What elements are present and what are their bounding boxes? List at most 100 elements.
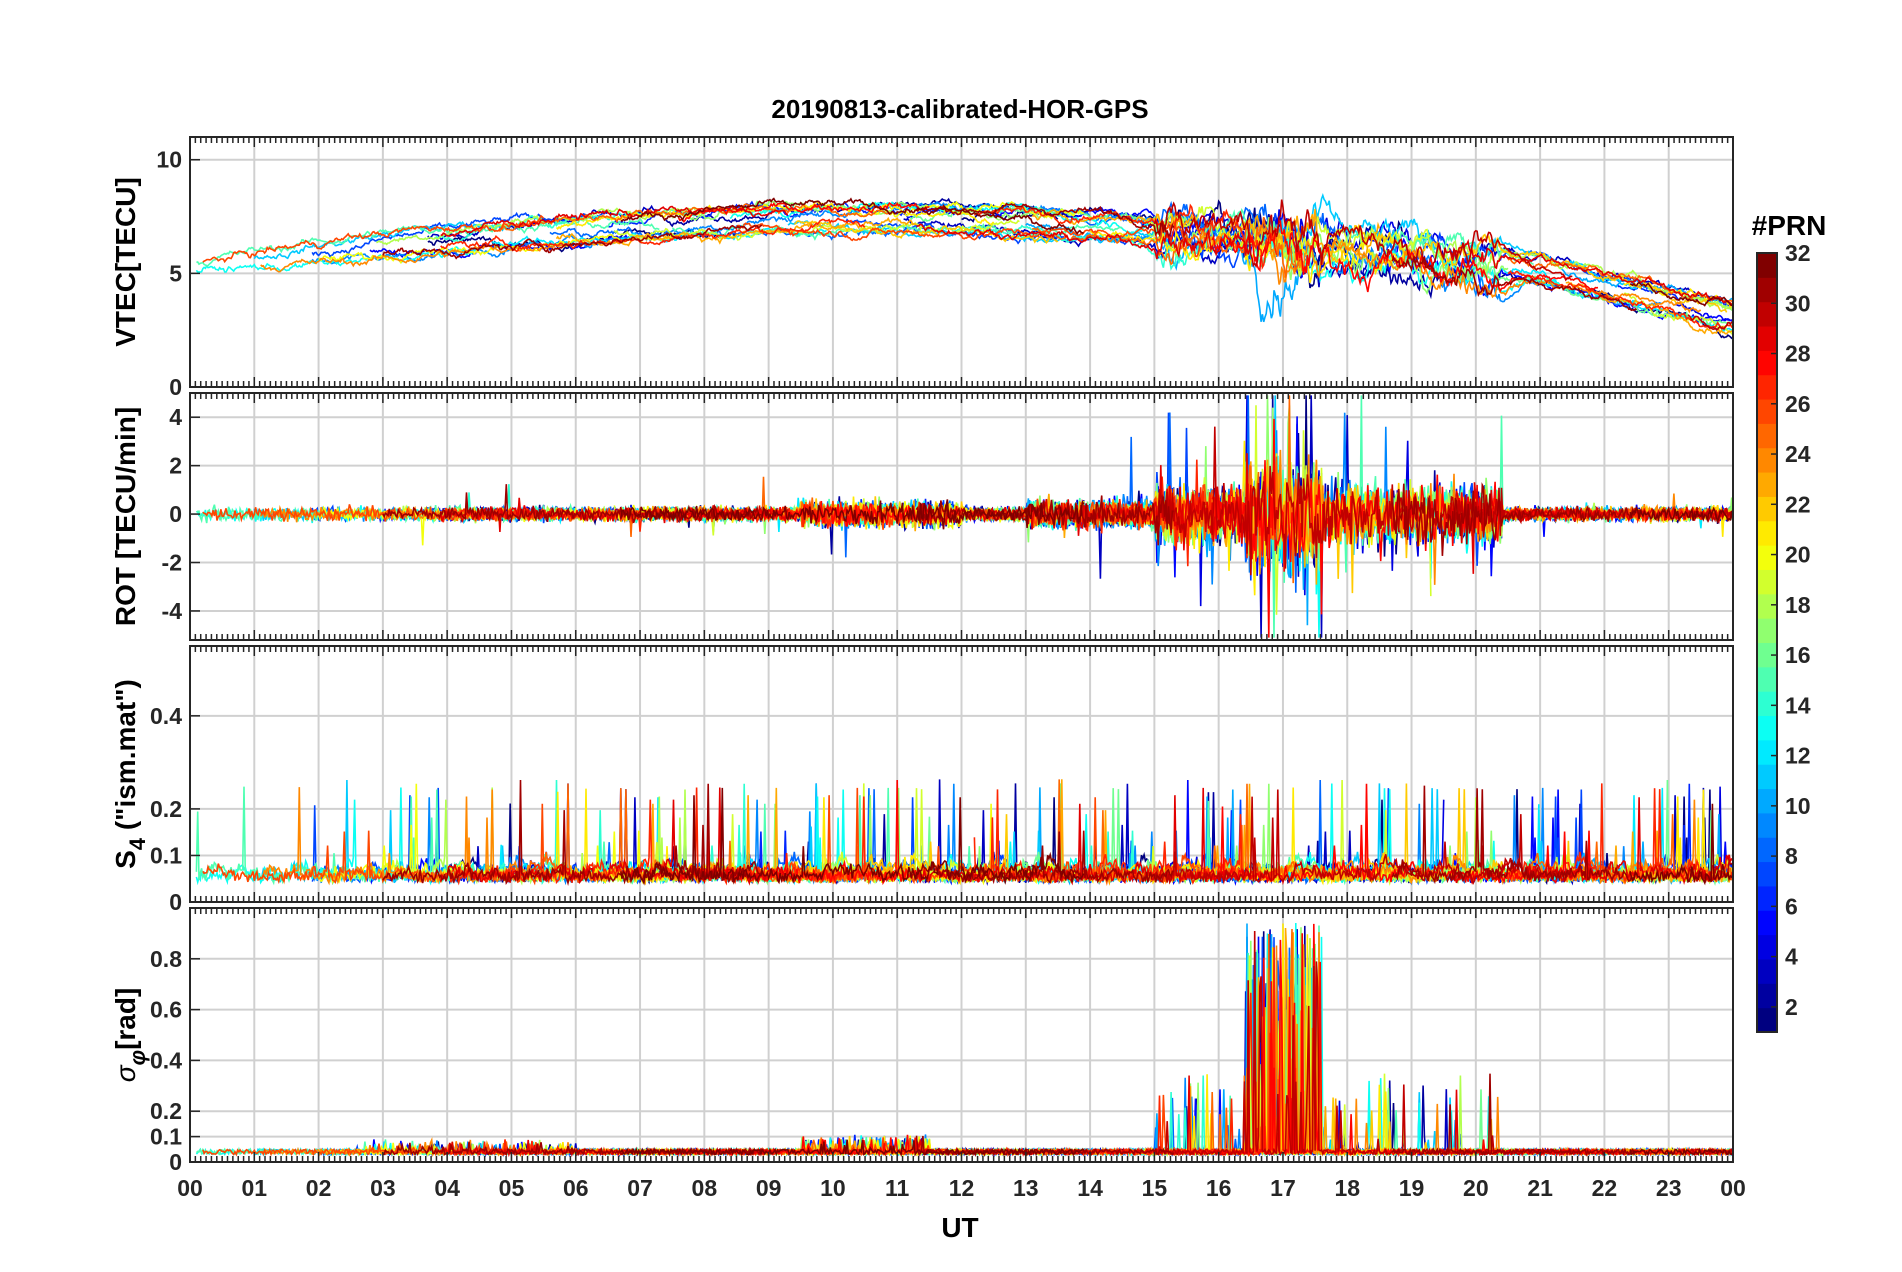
y-tick-label: 0 — [169, 501, 182, 527]
colorbar-swatch — [1757, 861, 1777, 887]
panel-rot: -4 -2 0 2 4 ROT [TECU/min] — [110, 392, 1734, 641]
series-line-prn-32 — [620, 197, 1084, 235]
y-tick-label: 0 — [169, 374, 182, 400]
colorbar-swatch — [1757, 1007, 1777, 1033]
colorbar-swatch — [1757, 691, 1777, 717]
y-tick-label: 0.1 — [150, 1124, 182, 1150]
y-tick-label: 0.8 — [150, 946, 182, 972]
series-line-prn-32 — [620, 499, 1085, 530]
y-tick-label: 0 — [169, 889, 182, 915]
y-tick-label: 10 — [156, 147, 182, 173]
series-line-prn-30 — [1153, 789, 1573, 885]
colorbar-swatch — [1757, 374, 1777, 400]
series-line-prn-28 — [677, 201, 930, 223]
x-tick-label: 18 — [1334, 1175, 1360, 1201]
x-tick-label: 19 — [1399, 1175, 1425, 1201]
series-line-prn-30 — [1153, 426, 1573, 576]
series-line-prn-32 — [1629, 803, 1733, 886]
y-tick-label: 0.4 — [150, 703, 182, 729]
x-tick-label: 00 — [177, 1175, 203, 1201]
colorbar-swatch — [1757, 764, 1777, 790]
series-line-prn-11 — [253, 220, 506, 260]
colorbar-swatch — [1757, 983, 1777, 1009]
panel-rot-ylabel: ROT [TECU/min] — [110, 407, 141, 626]
colorbar-swatch — [1757, 301, 1777, 327]
y-tick-label: 5 — [169, 260, 182, 286]
series-line-prn-5 — [902, 936, 1303, 1157]
colorbar-swatch — [1757, 910, 1777, 936]
series-line-prn-32 — [1629, 1147, 1733, 1157]
colorbar-frame — [1756, 252, 1778, 1033]
panel-rot-series — [196, 395, 1733, 638]
colorbar-swatch — [1757, 520, 1777, 546]
x-tick-label: 16 — [1206, 1175, 1232, 1201]
colorbar-tick-label: 30 — [1785, 290, 1811, 316]
x-tick-label: 04 — [434, 1175, 460, 1201]
colorbar-swatch — [1757, 472, 1777, 497]
series-line-prn-16 — [1443, 1089, 1733, 1157]
series-line-prn-24 — [1269, 239, 1701, 314]
colorbar-swatch — [1757, 569, 1777, 595]
series-line-prn-21 — [1089, 220, 1406, 283]
colorbar-tick-label: 18 — [1785, 592, 1811, 618]
x-tick-label: 22 — [1592, 1175, 1618, 1201]
colorbar-tick-label: 16 — [1785, 642, 1811, 668]
colorbar-swatch — [1757, 715, 1777, 741]
colorbar-swatch — [1757, 253, 1777, 278]
series-line-prn-31 — [1391, 1073, 1638, 1157]
series-line-prn-30 — [1153, 199, 1573, 282]
colorbar-tick-label: 20 — [1785, 542, 1811, 568]
colorbar-tick-label: 28 — [1785, 341, 1811, 367]
x-tick-label: 10 — [820, 1175, 846, 1201]
series-line-prn-29 — [915, 1075, 1252, 1157]
colorbar-swatch — [1757, 277, 1777, 303]
series-line-prn-31 — [915, 495, 1174, 546]
colorbar-tick-label: 2 — [1785, 994, 1798, 1020]
series-line-prn-31 — [382, 779, 763, 886]
series-line-prn-31 — [382, 1141, 763, 1157]
x-tick-label: 15 — [1142, 1175, 1168, 1201]
colorbar-tick-label: 6 — [1785, 893, 1798, 919]
series-line-prn-30 — [1153, 930, 1573, 1157]
colorbar-tick-label: 26 — [1785, 391, 1811, 417]
series-line-prn-19 — [1147, 779, 1432, 886]
colorbar-swatch — [1757, 934, 1777, 960]
colorbar-swatch — [1757, 423, 1777, 449]
colorbar-tick-label: 14 — [1785, 692, 1811, 718]
x-tick-label: 05 — [499, 1175, 525, 1201]
x-tick-label: 21 — [1527, 1175, 1553, 1201]
series-line-prn-26 — [202, 214, 545, 264]
colorbar-swatch — [1757, 739, 1777, 765]
colorbar-swatch — [1757, 447, 1777, 473]
series-line-prn-32 — [620, 1139, 1085, 1157]
series-line-prn-27 — [973, 203, 1278, 270]
colorbar-tick-label: 4 — [1785, 944, 1798, 970]
panel-s4-ylabel: S4 ("ism.mat") — [110, 679, 150, 869]
panel-vtec-ylabel: VTEC[TECU] — [110, 177, 141, 347]
colorbar-tick-label: 10 — [1785, 793, 1811, 819]
series-line-prn-32 — [1629, 281, 1733, 307]
panel-s4: 0 0.1 0.2 0.4S4 ("ism.mat") — [110, 645, 1734, 915]
colorbar-tick-label: 12 — [1785, 743, 1811, 769]
panel-vtec: 0 5 10 VTEC[TECU] — [110, 136, 1734, 400]
colorbar-swatch — [1757, 496, 1777, 522]
x-tick-label: 13 — [1013, 1175, 1039, 1201]
chart-title: 20190813-calibrated-HOR-GPS — [771, 94, 1148, 124]
colorbar-tick-label: 8 — [1785, 843, 1798, 869]
series-line-prn-31 — [915, 202, 1175, 237]
colorbar-swatch — [1757, 350, 1777, 376]
series-line-prn-14 — [967, 224, 1213, 271]
series-line-prn-27 — [1507, 270, 1733, 331]
colorbar-swatch — [1757, 788, 1777, 814]
x-tick-label: 23 — [1656, 1175, 1682, 1201]
series-line-prn-29 — [916, 223, 1252, 260]
colorbar-swatch — [1757, 593, 1777, 619]
x-tick-label: 12 — [949, 1175, 975, 1201]
y-tick-label: -4 — [162, 598, 183, 624]
series-line-prn-27 — [973, 789, 1278, 885]
panel-sigphi-series — [195, 922, 1733, 1158]
series-line-prn-18 — [376, 206, 698, 246]
